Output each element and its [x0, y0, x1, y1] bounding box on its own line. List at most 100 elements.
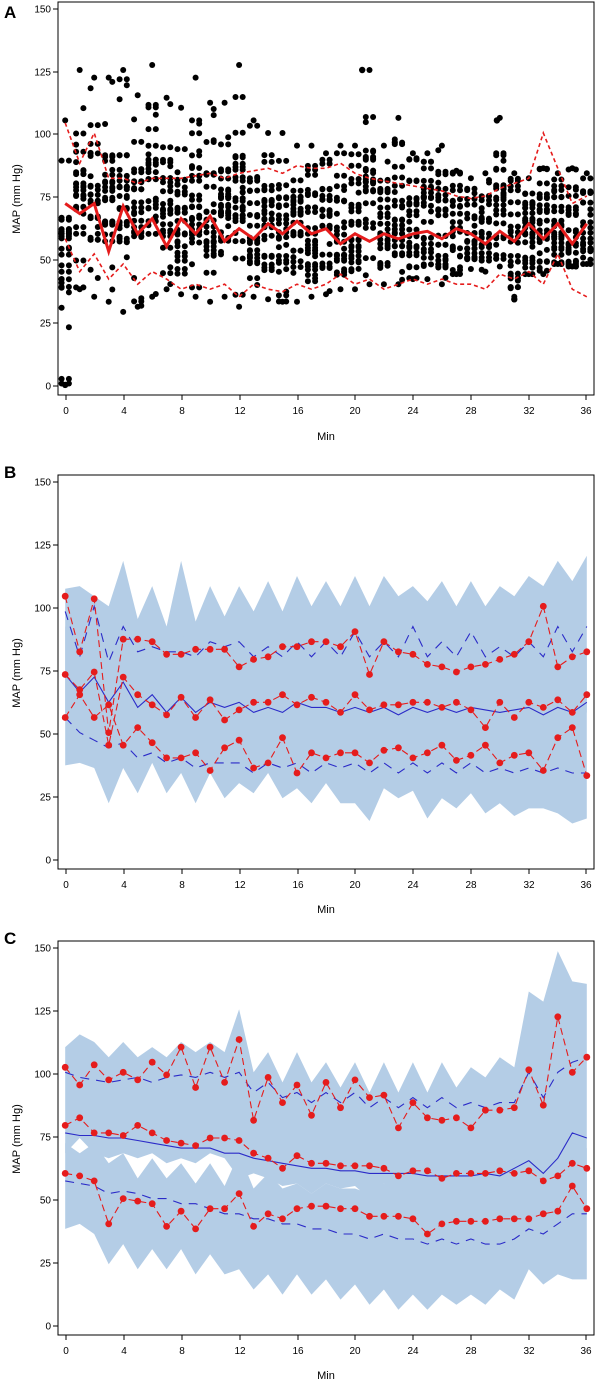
scatter-point: [362, 114, 369, 120]
scatter-point: [218, 201, 224, 208]
scatter-point: [181, 243, 188, 250]
observed-marker: [293, 643, 301, 651]
x-tick-label: 20: [349, 880, 361, 891]
scatter-point: [478, 209, 485, 216]
prediction-band: [65, 626, 587, 824]
scatter-point: [160, 156, 166, 163]
scatter-point: [406, 208, 413, 215]
observed-marker: [308, 749, 315, 757]
scatter-point: [420, 199, 427, 206]
scatter-point: [457, 182, 463, 189]
x-tick-label: 16: [292, 1346, 304, 1357]
scatter-point: [424, 150, 431, 157]
scatter-point: [428, 189, 434, 196]
scatter-point: [478, 205, 485, 212]
scatter-point: [123, 76, 130, 83]
scatter-point: [471, 190, 478, 197]
plot-frame: [57, 474, 595, 870]
scatter-point: [326, 241, 333, 247]
scatter-point: [333, 197, 340, 204]
scatter-point: [123, 177, 130, 184]
scatter-point: [536, 264, 543, 271]
scatter-point: [239, 177, 246, 184]
scatter-point: [160, 188, 166, 195]
scatter-point: [275, 234, 282, 241]
observed-marker: [525, 698, 533, 706]
scatter-point: [319, 265, 326, 271]
observed-marker: [177, 693, 185, 701]
scatter-point: [102, 121, 109, 127]
scatter-point: [587, 224, 594, 231]
scatter-point: [572, 249, 579, 256]
observed-marker: [105, 1076, 113, 1084]
y-tick-label: 75: [40, 667, 52, 678]
scatter-point: [290, 177, 297, 184]
scatter-point: [362, 179, 369, 186]
scatter-point: [428, 208, 434, 215]
scatter-point: [551, 244, 558, 251]
scatter-point: [196, 284, 203, 291]
scatter-point: [239, 152, 246, 159]
scatter-point: [514, 223, 521, 230]
observed-marker: [279, 1215, 286, 1223]
scatter-point: [478, 228, 485, 235]
scatter-point: [580, 199, 587, 206]
scatter-point: [105, 298, 112, 305]
observed-marker: [525, 638, 533, 646]
scatter-point: [145, 169, 152, 176]
scatter-point: [587, 219, 594, 226]
scatter-point: [138, 166, 145, 173]
scatter-point: [464, 185, 471, 192]
scatter-point: [384, 240, 391, 247]
scatter-point: [326, 211, 333, 218]
scatter-point: [196, 212, 203, 219]
scatter-point: [435, 212, 442, 219]
observed-marker: [61, 1170, 69, 1177]
observed-marker: [192, 749, 200, 757]
scatter-point: [58, 375, 65, 382]
scatter-point: [587, 206, 594, 213]
scatter-point: [558, 251, 565, 258]
scatter-point: [500, 220, 507, 227]
prediction-band: [65, 951, 587, 1224]
scatter-point: [500, 166, 507, 173]
observed-marker: [192, 645, 200, 653]
observed-marker: [380, 638, 388, 646]
scatter-point: [196, 192, 203, 199]
scatter-point: [370, 114, 377, 120]
scatter-point: [174, 270, 181, 277]
scatter-point: [449, 210, 456, 217]
observed-marker: [337, 1162, 344, 1170]
scatter-point: [65, 324, 72, 331]
scatter-point: [565, 184, 572, 191]
scatter-point: [464, 215, 471, 222]
scatter-point: [297, 258, 304, 265]
x-tick-label: 32: [523, 880, 535, 891]
scatter-point: [507, 177, 514, 184]
observed-marker: [539, 767, 547, 774]
scatter-point: [131, 199, 138, 206]
scatter-point: [246, 178, 253, 185]
scatter-point: [478, 250, 485, 257]
scatter-point: [529, 243, 536, 250]
scatter-point: [377, 245, 384, 252]
observed-marker: [351, 1076, 359, 1084]
scatter-point: [210, 209, 217, 215]
scatter-point: [232, 238, 239, 245]
scatter-point: [218, 141, 224, 148]
scatter-point: [413, 208, 420, 215]
scatter-point: [73, 224, 80, 231]
scatter-point: [551, 251, 558, 258]
scatter-point: [413, 249, 420, 256]
scatter-point: [428, 234, 434, 241]
scatter-point: [514, 270, 521, 277]
scatter-point: [471, 245, 478, 252]
observed-marker: [119, 673, 127, 681]
scatter-point: [348, 268, 355, 275]
scatter-point: [341, 231, 348, 238]
scatter-point: [254, 222, 261, 229]
scatter-point: [435, 179, 442, 186]
scatter-point: [391, 182, 398, 189]
scatter-point: [428, 177, 434, 184]
scatter-point: [109, 171, 116, 178]
